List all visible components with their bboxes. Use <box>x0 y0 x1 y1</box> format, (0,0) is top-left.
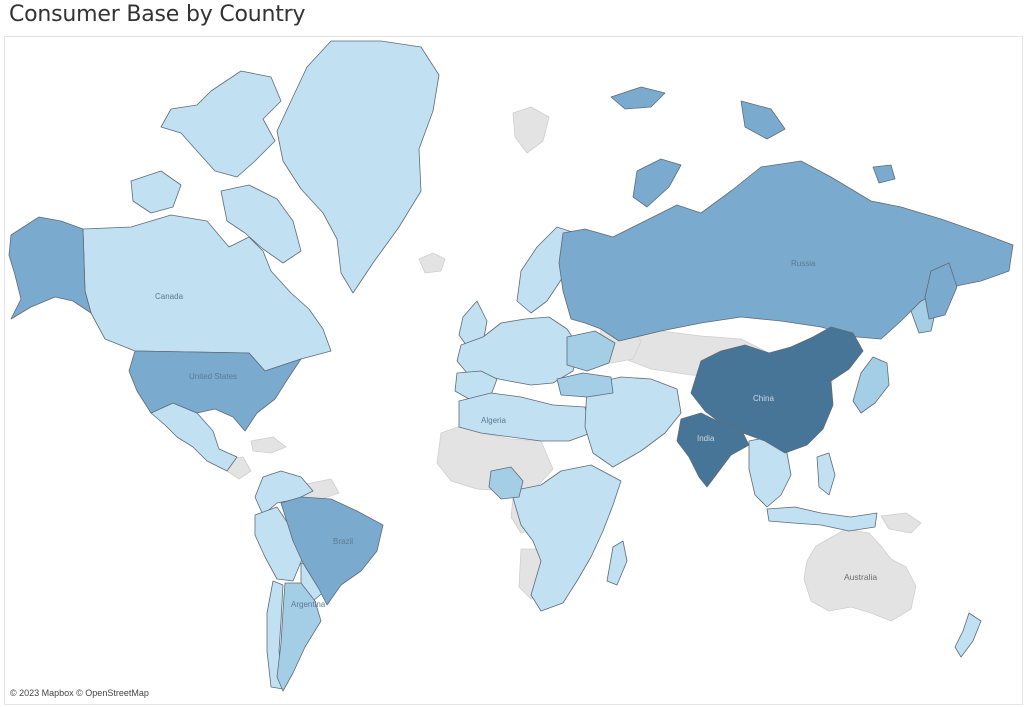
label-brazil: Brazil <box>333 537 353 546</box>
country-franz-josef-land[interactable] <box>610 86 666 110</box>
country-brazil[interactable] <box>280 496 384 606</box>
country-russia[interactable] <box>558 160 1014 342</box>
country-ukraine-turkey[interactable] <box>566 330 616 372</box>
label-india: India <box>697 434 715 443</box>
label-china: China <box>753 394 774 403</box>
country-novaya-zemlya[interactable] <box>632 158 682 208</box>
country-middle-east[interactable] <box>584 376 682 468</box>
country-arctic-islands-russia[interactable] <box>740 100 786 140</box>
country-nigeria[interactable] <box>488 466 524 500</box>
country-india[interactable] <box>676 412 750 488</box>
country-iceland[interactable] <box>418 252 446 274</box>
country-caribbean-nodata[interactable] <box>250 436 287 454</box>
country-australia[interactable] <box>803 528 917 622</box>
country-japan[interactable] <box>852 356 890 414</box>
label-argentina: Argentina <box>291 600 326 609</box>
country-papua[interactable] <box>880 512 922 534</box>
country-kamchatka[interactable] <box>924 262 958 320</box>
country-baffin-island[interactable] <box>220 184 302 264</box>
country-canada-islands-west[interactable] <box>130 170 182 214</box>
country-philippines[interactable] <box>816 452 836 496</box>
page-title: Consumer Base by Country <box>9 2 306 27</box>
label-algeria: Algeria <box>481 416 506 425</box>
label-australia: Australia <box>844 572 877 582</box>
country-north-africa[interactable] <box>458 392 592 442</box>
country-indonesia[interactable] <box>766 506 878 532</box>
map-canvas[interactable]: Canada United States Brazil Russia China… <box>5 37 1022 704</box>
country-new-siberian-islands[interactable] <box>872 164 896 184</box>
country-svalbard[interactable] <box>512 106 550 154</box>
country-united-states[interactable] <box>128 350 302 432</box>
country-new-zealand[interactable] <box>954 612 982 658</box>
label-russia: Russia <box>791 259 816 268</box>
country-turkey[interactable] <box>556 372 614 398</box>
label-united-states: United States <box>189 372 237 381</box>
country-alaska[interactable] <box>8 216 92 320</box>
country-argentina[interactable] <box>276 582 322 692</box>
map-attribution: © 2023 Mapbox © OpenStreetMap <box>10 688 149 698</box>
label-canada: Canada <box>155 292 184 301</box>
choropleth-map[interactable]: Canada United States Brazil Russia China… <box>4 36 1023 705</box>
country-sub-saharan-africa[interactable] <box>510 464 622 612</box>
country-canada[interactable] <box>82 214 332 372</box>
country-madagascar[interactable] <box>606 540 628 586</box>
country-peru-bolivia[interactable] <box>254 506 304 582</box>
country-greenland[interactable] <box>276 40 440 294</box>
country-canada-arctic-islands[interactable] <box>160 70 282 178</box>
